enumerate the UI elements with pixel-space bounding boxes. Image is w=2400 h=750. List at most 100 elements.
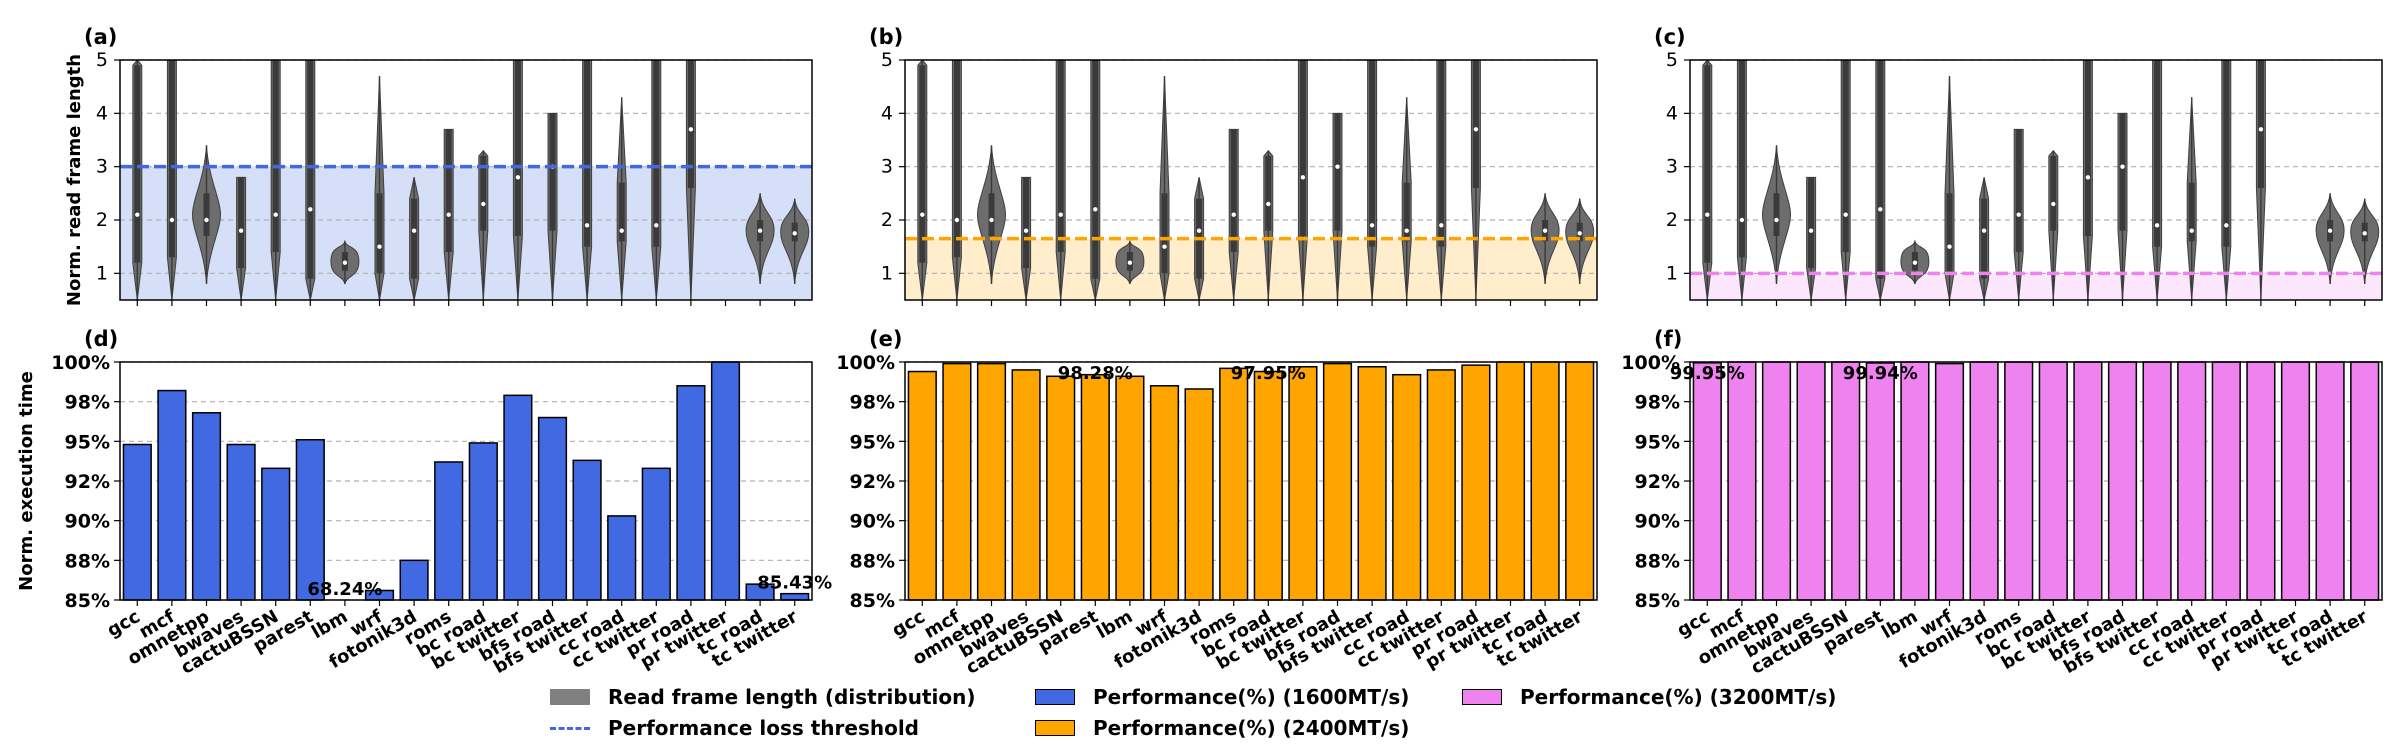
violin-iqr-box (2084, 60, 2091, 236)
y-tick-label: 95% (1635, 431, 1680, 453)
bar (122, 443, 152, 601)
violin-iqr-box (1946, 193, 1953, 274)
bar (1011, 369, 1041, 601)
violin-median (1266, 201, 1271, 207)
bar (2107, 361, 2138, 601)
y-tick-label: 95% (65, 431, 110, 453)
x-tick-label: lbm (1093, 606, 1136, 643)
bar (1565, 361, 1595, 601)
bar (907, 370, 937, 601)
violin-median (1981, 228, 1987, 233)
bar (780, 592, 810, 601)
y-tick-label: 98% (65, 392, 110, 414)
violin-median (446, 212, 451, 217)
panel-label: (b) (869, 25, 903, 49)
y-axis-label: Norm. execution time (16, 371, 37, 591)
violin-iqr-box (653, 60, 660, 247)
bar (942, 362, 972, 601)
bar (261, 467, 291, 601)
violin-iqr-box (549, 113, 556, 231)
violin-iqr-box (1877, 60, 1884, 279)
axes-frame (119, 59, 813, 301)
bar (295, 438, 325, 601)
bar (1149, 385, 1180, 601)
violin-median (2258, 127, 2264, 132)
bar (2246, 361, 2276, 601)
violin-iqr-box (168, 60, 175, 258)
violin-median (1369, 223, 1375, 228)
violin-median (2224, 223, 2229, 228)
violin-iqr-box (2050, 156, 2057, 231)
bar (2073, 361, 2103, 601)
violin-iqr-box (953, 60, 960, 258)
bar-annotation: 99.95% (1670, 363, 1745, 384)
violin-iqr-box (2015, 129, 2022, 252)
y-tick-label: 5 (881, 49, 893, 71)
panel-label: (a) (84, 25, 117, 49)
violin-iqr-box (1265, 156, 1272, 231)
violin-iqr-box (584, 60, 591, 247)
violin-iqr-box (687, 60, 694, 188)
legend-line-threshold (550, 726, 590, 730)
violin-median (377, 244, 382, 249)
violin-median (1843, 212, 1848, 217)
violin-iqr-box (376, 193, 383, 274)
bar (226, 443, 256, 601)
violin-iqr-box (514, 60, 521, 236)
violin-iqr-box (445, 129, 452, 252)
y-tick-label: 85% (850, 590, 895, 612)
y-tick-label: 98% (1635, 392, 1680, 414)
violin-iqr-box (2188, 182, 2195, 242)
bar (1115, 375, 1145, 601)
bar (2177, 361, 2207, 601)
violin-median (954, 217, 960, 223)
legend-label-1600: Performance(%) (1600MT/s) (1093, 685, 1410, 709)
violin-median (515, 175, 521, 180)
bar (2315, 361, 2345, 601)
violin-median (2362, 231, 2367, 236)
bar (1461, 364, 1491, 601)
legend-swatch-2400 (1035, 720, 1075, 736)
violin-median (169, 217, 175, 223)
bar (1934, 362, 1965, 601)
violin-iqr-box (411, 198, 418, 279)
y-tick-label: 100% (836, 352, 895, 374)
violin-iqr-box (1403, 182, 1410, 242)
bar (1865, 362, 1895, 601)
violin-median (688, 127, 694, 132)
violin-median (1473, 127, 1479, 132)
bar (1046, 375, 1076, 601)
y-tick-label: 1 (881, 262, 893, 284)
bar (641, 467, 671, 601)
x-tick-label: lbm (308, 606, 351, 643)
bar (1969, 361, 1999, 601)
violin-iqr-box (1842, 60, 1849, 252)
legend-label-3200: Performance(%) (3200MT/s) (1520, 685, 1837, 709)
bar (2004, 361, 2034, 601)
violin-iqr-box (1369, 60, 1376, 247)
violin-median (1023, 228, 1029, 233)
violin-median (757, 228, 763, 233)
violin-iqr-box (919, 65, 926, 263)
bar (434, 461, 464, 601)
bar (1900, 361, 1930, 601)
y-tick-label: 5 (1666, 49, 1678, 71)
violin-iqr-box (2223, 60, 2230, 247)
y-tick-label: 100% (1621, 352, 1680, 374)
violin-median (308, 207, 313, 212)
violin-median (1705, 212, 1710, 217)
bar (157, 389, 187, 601)
violin-median (273, 212, 278, 217)
legend-item-3200: Performance(%) (3200MT/s) (1462, 682, 1836, 712)
y-tick-label: 88% (850, 550, 895, 572)
violin-median (1808, 228, 1814, 233)
y-tick-label: 4 (96, 102, 108, 124)
violin-median (1196, 228, 1202, 233)
x-tick-label: lbm (1878, 606, 1921, 643)
violin-median (1335, 164, 1340, 169)
bar-annotation: 97.95% (1231, 363, 1306, 384)
bar (710, 361, 741, 601)
y-tick-label: 85% (65, 590, 110, 612)
bar (2142, 361, 2172, 601)
bar (399, 559, 429, 601)
